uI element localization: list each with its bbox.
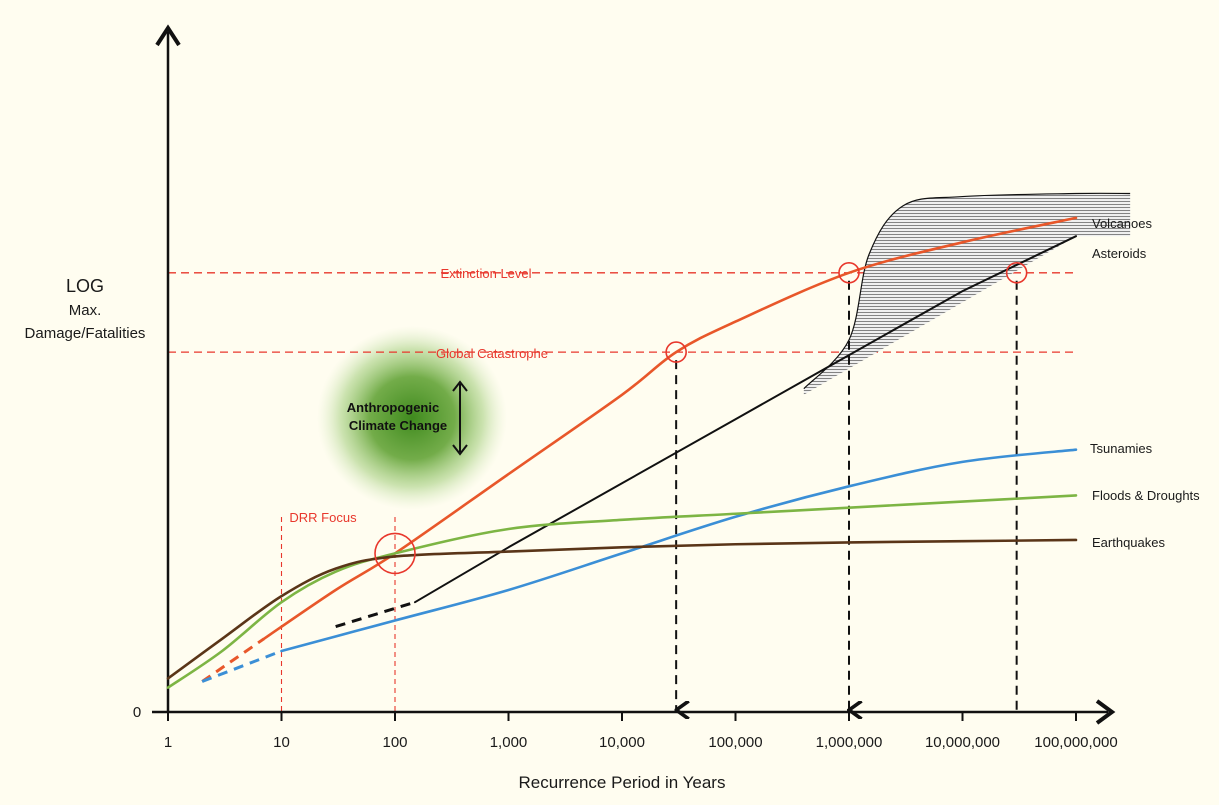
x-tick-label-6: 1,000,000 xyxy=(816,734,883,751)
series-label-asteroids: Asteroids xyxy=(1092,246,1147,261)
series-extension-0 xyxy=(201,637,265,683)
y-origin-label: 0 xyxy=(133,704,141,721)
climate-arrow-up-icon xyxy=(452,380,468,392)
x-axis-arrow-icon xyxy=(1095,699,1116,725)
x-tick-label-2: 100 xyxy=(382,734,407,751)
ylabel-line-2: Max. xyxy=(69,302,102,319)
x-tick-label-1: 10 xyxy=(273,734,290,751)
x-tick-label-7: 10,000,000 xyxy=(925,734,1000,751)
marker-circle-3 xyxy=(1005,261,1028,284)
series-line-asteroids xyxy=(413,235,1077,604)
extinction-level-label: Extinction Level xyxy=(440,266,531,281)
x-tick-label-5: 100,000 xyxy=(708,734,762,751)
asteroid-uncertainty-band xyxy=(803,193,1131,395)
climate-change-blob xyxy=(317,326,507,510)
marker-circle-0 xyxy=(374,532,416,575)
axes xyxy=(152,24,1116,725)
series-line-floods-droughts xyxy=(166,494,1078,689)
x-tick-label-8: 100,000,000 xyxy=(1034,734,1117,751)
series-label-earthquakes: Earthquakes xyxy=(1092,535,1165,550)
climate-arrow-down-icon xyxy=(452,444,468,456)
global-catastrophe-label: Global Catastrophe xyxy=(436,346,548,361)
drr-focus-label: DRR Focus xyxy=(289,510,357,525)
x-tick-label-0: 1 xyxy=(164,734,172,751)
climate-label-line-2: Climate Change xyxy=(349,418,447,433)
asteroid-band-upper-edge xyxy=(803,192,1131,390)
ylabel-line-3: Damage/Fatalities xyxy=(25,325,146,342)
series-label-tsunamies: Tsunamies xyxy=(1090,441,1153,456)
y-axis-arrow-icon xyxy=(155,24,181,47)
x-tick-label-4: 10,000 xyxy=(599,734,645,751)
series-line-volcanoes xyxy=(262,216,1078,641)
marker-circle-2 xyxy=(838,261,860,284)
climate-label-line-1: Anthropogenic xyxy=(347,400,439,415)
marker-circle-1 xyxy=(665,341,687,363)
series-line-tsunamies xyxy=(280,448,1078,653)
series-extension-2 xyxy=(335,600,416,629)
series-label-volcanoes: Volcanoes xyxy=(1092,216,1152,231)
ylabel-line-1: LOG xyxy=(66,276,104,296)
series-extension-1 xyxy=(201,649,283,683)
xlabel: Recurrence Period in Years xyxy=(519,773,726,792)
series-line-earthquakes xyxy=(166,538,1078,680)
series-label-floods-droughts: Floods & Droughts xyxy=(1092,488,1200,503)
x-tick-label-3: 1,000 xyxy=(490,734,528,751)
